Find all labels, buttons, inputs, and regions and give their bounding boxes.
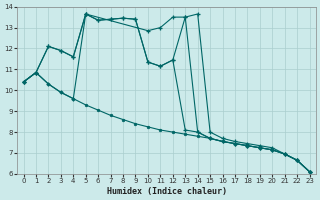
X-axis label: Humidex (Indice chaleur): Humidex (Indice chaleur) [107,187,227,196]
